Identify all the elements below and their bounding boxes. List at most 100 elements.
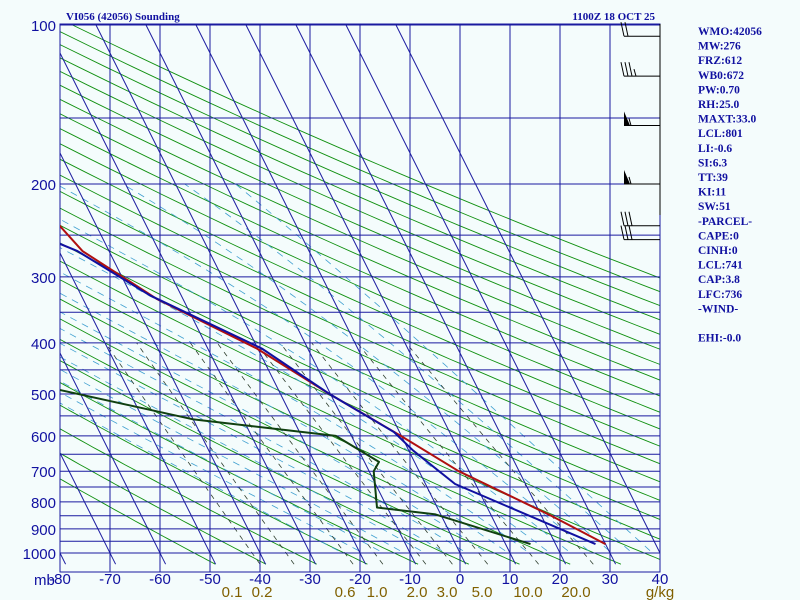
temperature-tick-label: -50 [199, 571, 221, 588]
stability-index-value: FRZ:612 [698, 55, 742, 67]
mixing-ratio-label: 0.2 [252, 584, 273, 600]
mixing-ratio-line [105, 342, 261, 565]
moist-adiabat-line [60, 327, 464, 552]
pressure-tick-label: 500 [31, 387, 56, 404]
stability-index-value: PW:0.70 [698, 84, 740, 96]
dry-adiabat-line [60, 338, 520, 565]
mixing-ratio-line [255, 342, 427, 565]
mixing-ratio-line [279, 342, 453, 565]
temperature-tick-label: -60 [149, 571, 171, 588]
dry-adiabat-line [60, 44, 660, 307]
mixing-ratio-line [189, 342, 354, 565]
mixing-ratio-line [311, 342, 489, 565]
temperature-tick-label: -80 [49, 571, 71, 588]
stability-index-value: SW:51 [698, 201, 731, 213]
dry-adiabat-line [60, 174, 660, 447]
plot-frame [59, 23, 661, 573]
isotherm-line [394, 24, 660, 555]
dry-adiabat-line [60, 318, 571, 565]
stability-index-value: -PARCEL- [698, 216, 752, 228]
moist-adiabat-line [60, 247, 548, 552]
stability-index-value: TT:39 [698, 172, 728, 184]
wind-barb [620, 225, 660, 241]
dry-adiabat-line [60, 242, 660, 520]
wind-barb [620, 211, 660, 227]
moist-adiabat-line [60, 185, 589, 552]
stability-index-value: LFC:736 [698, 289, 742, 301]
stability-index-panel: WMO:42056 MW:276 FRZ:612 WB0:672 PW:0.70 RH:2… [698, 26, 762, 345]
moist-adiabat-line [235, 183, 651, 551]
mixing-ratio-label: 0.6 [335, 584, 356, 600]
dry-adiabat-line [60, 143, 660, 413]
moist-adiabat-line [60, 391, 359, 552]
moist-adiabat-line [60, 368, 401, 552]
stability-index-value: LCL:801 [698, 128, 743, 140]
dry-adiabat-line [60, 382, 419, 565]
dry-adiabat-line [60, 360, 469, 565]
mixing-ratio-unit-label: g/kg [646, 584, 674, 600]
stability-index-value: WB0:672 [698, 70, 744, 82]
dry-adiabat-line [60, 428, 317, 565]
mixing-ratio-line [405, 342, 594, 565]
dry-adiabat-line [69, 24, 660, 279]
mixing-ratio-line [136, 342, 295, 565]
moist-adiabat-line [60, 380, 380, 552]
isotherm-line [94, 24, 367, 565]
chart-timestamp: 1100Z 18 OCT 25 [572, 11, 655, 23]
isotherm-line [0, 1, 16, 564]
stability-index-value: SI:6.3 [698, 157, 727, 169]
dry-adiabat-line [60, 190, 660, 465]
wind-barb [624, 111, 660, 126]
stability-index-value: CAP:3.8 [698, 274, 740, 286]
mixing-ratio-label: 2.0 [407, 584, 428, 600]
stability-index-value: WMO:42056 [698, 26, 762, 38]
moist-adiabat-line [60, 356, 422, 552]
stability-index-value: -WIND- [698, 303, 738, 315]
temperature-tick-label: -30 [299, 571, 321, 588]
stability-index-value: KI:11 [698, 187, 726, 199]
grid-layer [0, 1, 660, 572]
pressure-tick-label: 1000 [23, 546, 56, 563]
mixing-ratio-line [357, 342, 539, 565]
temperature-tick-label: -10 [399, 571, 421, 588]
wind-barb [620, 22, 660, 37]
wind-barb [624, 169, 660, 185]
isotherm-line [194, 24, 467, 565]
stability-index-value: LCL:741 [698, 260, 743, 272]
pressure-tick-label: 400 [31, 336, 56, 353]
moist-adiabat-line [122, 183, 610, 552]
dry-adiabat-line [60, 84, 660, 350]
moist-adiabat-line [60, 292, 506, 552]
parcel-profile-line [60, 242, 596, 546]
stability-index-value: CAPE:0 [698, 230, 739, 242]
pressure-tick-label: 800 [31, 495, 56, 512]
moist-adiabat-line [184, 183, 630, 551]
dry-adiabat-line [60, 452, 267, 565]
isotherm-line [294, 24, 567, 565]
dry-adiabat-line [60, 279, 660, 560]
dry-adiabat-line [60, 158, 660, 430]
dry-adiabat-line [60, 478, 216, 565]
mixing-ratio-label: 10.0 [513, 584, 542, 600]
dry-adiabat-line [60, 113, 660, 381]
stability-index-value: LI:-0.6 [698, 143, 732, 155]
mixing-ratio-label: 1.0 [367, 584, 388, 600]
dry-adiabat-line [60, 404, 368, 565]
dry-adiabat-line [60, 98, 660, 365]
stability-index-value: MW:276 [698, 41, 741, 53]
pressure-tick-label: 100 [31, 18, 56, 35]
stability-index-value: EHI:-0.0 [698, 333, 741, 345]
isotherm-line [60, 451, 117, 565]
pressure-tick-label: 700 [31, 464, 56, 481]
stability-index-value: RH:25.0 [698, 99, 739, 111]
moist-adiabat-line [60, 342, 443, 552]
pressure-tick-label: 300 [31, 270, 56, 287]
dewpoint-profile-line [60, 388, 531, 546]
dry-adiabat-line [60, 260, 660, 540]
profile-layer [60, 224, 606, 546]
mixing-ratio-line [216, 342, 384, 565]
isotherm-line [60, 151, 267, 565]
temperature-tick-label: -70 [99, 571, 121, 588]
